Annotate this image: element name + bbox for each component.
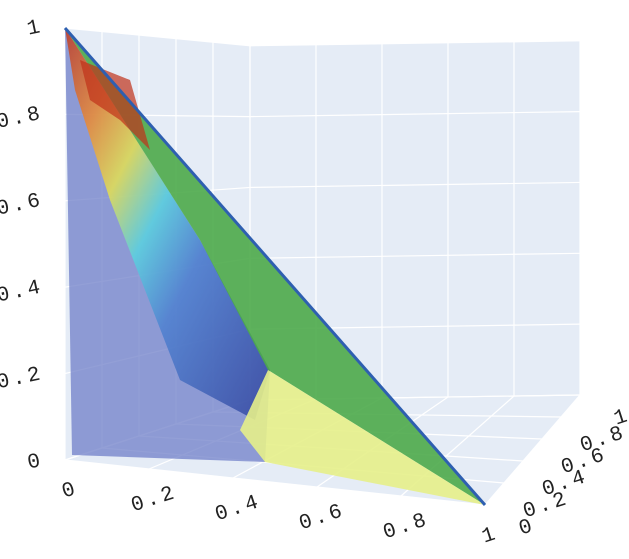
x-tick-label: 0 bbox=[59, 478, 81, 505]
y-tick-label: 1 bbox=[611, 405, 629, 432]
back-wall bbox=[250, 40, 580, 400]
z-grid-line bbox=[64, 27, 251, 47]
z-tick-label: 0 bbox=[26, 450, 46, 476]
z-tick-label: 1 bbox=[25, 16, 45, 42]
y-tick-label: 0 bbox=[516, 515, 538, 542]
x-tick-label: 0.6 bbox=[297, 500, 349, 536]
z-grid-line bbox=[249, 40, 581, 47]
z-tick-label: 0.8 bbox=[0, 103, 45, 135]
surface-peak bbox=[80, 60, 150, 150]
z-tick-label: 0.6 bbox=[0, 189, 45, 221]
surface-mid bbox=[65, 28, 270, 420]
x-tick-label: 1 bbox=[479, 523, 501, 550]
surface-edge bbox=[63, 27, 487, 506]
surface-floor bbox=[240, 370, 485, 505]
x-tick-label: 0.4 bbox=[213, 491, 265, 527]
z-grid-line bbox=[249, 252, 581, 259]
y-grid-line bbox=[64, 459, 486, 506]
x-tick-label: 0.2 bbox=[129, 482, 181, 518]
x-tick-label: 0.8 bbox=[381, 509, 433, 545]
z-grid-line bbox=[249, 181, 581, 189]
z-grid-line bbox=[249, 111, 581, 118]
z-tick-label: 0.2 bbox=[0, 363, 46, 395]
surface bbox=[63, 27, 487, 506]
x-grid-line bbox=[484, 394, 581, 506]
z-tick-label: 0.4 bbox=[0, 276, 45, 308]
